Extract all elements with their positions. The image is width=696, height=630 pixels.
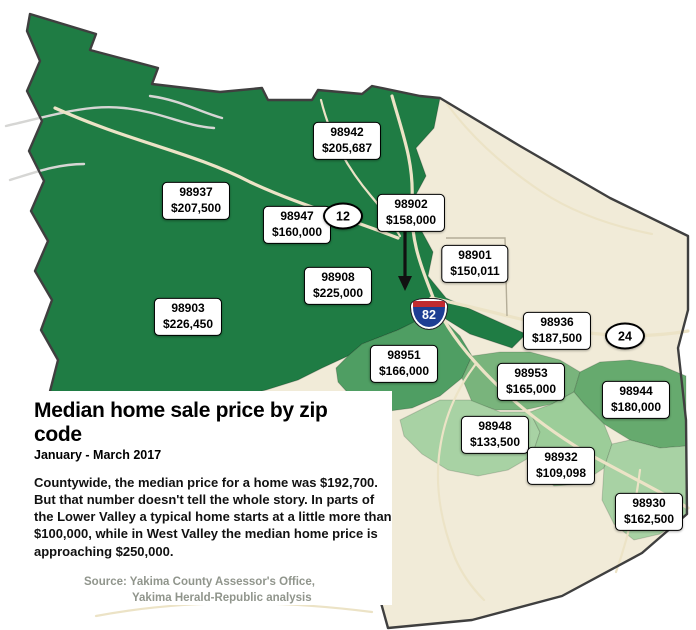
zip-code: 98936: [540, 314, 574, 329]
zip-code: 98930: [632, 495, 666, 510]
interstate-shield-body: 82: [410, 298, 448, 330]
zip-label-98942: 98942 $205,687: [312, 121, 382, 161]
zip-code: 98942: [330, 124, 364, 139]
zip-label-98936: 98936 $187,500: [522, 311, 592, 351]
zip-code: 98908: [321, 269, 355, 284]
zip-price: $150,011: [450, 263, 500, 278]
zip-label-98944: 98944 $180,000: [601, 380, 671, 420]
zip-price: $133,500: [469, 434, 521, 449]
map-description: Countywide, the median price for a home …: [34, 475, 392, 559]
zip-label-98951: 98951 $166,000: [369, 344, 439, 384]
zip-label-98937: 98937 $207,500: [161, 181, 231, 221]
source-attribution: Source: Yakima County Assessor's Office,…: [34, 574, 380, 607]
info-panel: Median home sale price by zip code Janua…: [18, 391, 392, 605]
zip-price: $207,500: [170, 200, 222, 215]
county-outline: [25, 12, 690, 630]
zip-price: $160,000: [271, 224, 323, 239]
map-title: Median home sale price by zip code: [34, 399, 328, 446]
river-path: [8, 162, 86, 182]
zip-price: $158,000: [385, 212, 437, 227]
map-subtitle: January - March 2017: [34, 448, 162, 462]
source-line-2: Yakima Herald-Republic analysis: [132, 592, 312, 605]
road-path: [445, 102, 654, 236]
zip-price: $226,450: [162, 316, 214, 331]
zip-code: 98901: [458, 247, 492, 262]
arrow-98902-head: [398, 276, 412, 291]
highway-i82-road: [390, 94, 690, 510]
zip-label-98930: 98930 $162,500: [614, 492, 684, 532]
zip-code: 98951: [387, 347, 421, 362]
road-path: [436, 363, 486, 602]
zip-label-98932: 98932 $109,098: [526, 446, 596, 486]
zip-price: $109,098: [535, 465, 587, 480]
interstate-red-band: [413, 301, 445, 307]
us-route-12-marker: 12: [323, 202, 363, 230]
zip-label-98901: 98901 $150,011: [441, 244, 509, 284]
river-path: [148, 94, 224, 120]
zip-label-98953: 98953 $165,000: [496, 362, 566, 402]
zip-code: 98953: [514, 365, 548, 380]
interstate-82-shield: 82: [410, 298, 448, 330]
zip-label-98947: 98947 $160,000: [262, 205, 332, 245]
zip-price: $225,000: [312, 285, 364, 300]
zip-code: 98948: [478, 418, 512, 433]
source-line-1: Source: Yakima County Assessor's Office,: [84, 575, 315, 588]
us-route-24-marker: 24: [605, 322, 645, 350]
zip-label-98948: 98948 $133,500: [460, 415, 530, 455]
zip-price: $165,000: [505, 381, 557, 396]
zip-price: $162,500: [623, 511, 675, 526]
zip-price: $187,500: [531, 330, 583, 345]
zip-price: $205,687: [321, 140, 373, 155]
zip-price: $180,000: [610, 399, 662, 414]
zip-code: 98937: [179, 184, 213, 199]
zip-boundary-line: [446, 237, 508, 317]
interstate-number: 82: [422, 308, 436, 322]
zip-code: 98902: [394, 196, 428, 211]
zip-code: 98944: [619, 383, 653, 398]
zip-label-98903: 98903 $226,450: [153, 297, 223, 337]
zip-label-98902: 98902 $158,000: [376, 193, 446, 233]
zip-code: 98903: [171, 300, 205, 315]
zip-code: 98947: [280, 208, 314, 223]
zip-code: 98932: [544, 449, 578, 464]
zip-price: $166,000: [378, 363, 430, 378]
zip-label-98908: 98908 $225,000: [303, 266, 373, 306]
